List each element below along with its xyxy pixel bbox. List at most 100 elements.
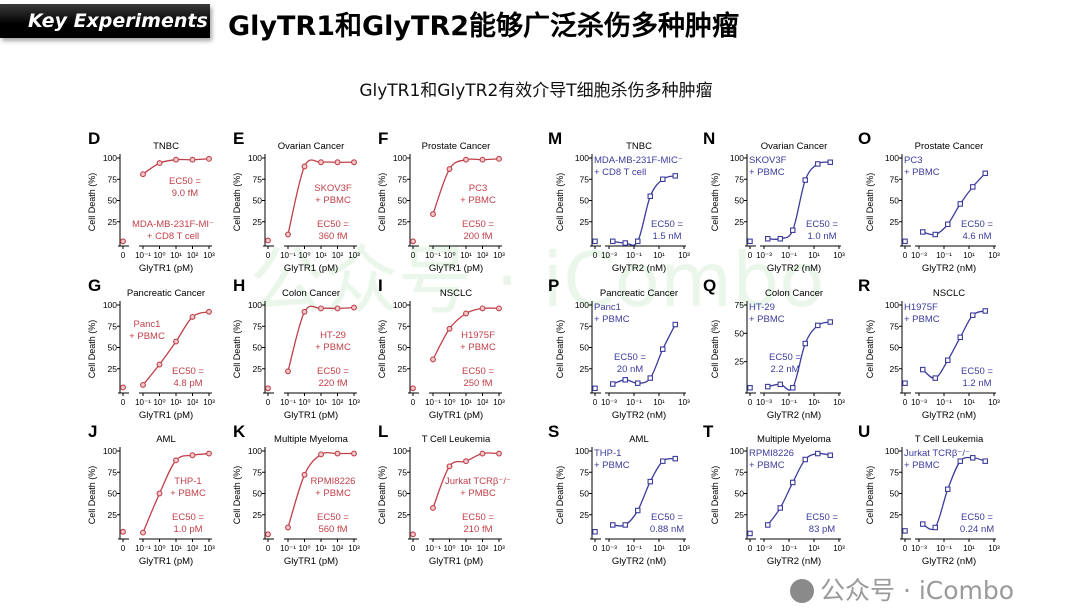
y-tick-label: 100 [885,153,899,163]
y-axis-label: Cell Death (%) [865,173,875,232]
x-tick-label: 0 [593,251,598,260]
data-point [747,384,753,391]
data-point [765,522,771,528]
chart-panel-Q: Q Colon Cancer Cell Death (%) GlyTR2 (nM) 25… [703,276,845,421]
data-point [777,236,784,242]
chart-panel-F: F Prostate Cancer Cell Death (%) GlyTR1 (pM… [377,129,505,274]
y-tick-label: 75 [108,467,118,477]
y-tick-label: 100 [248,300,262,310]
x-tick-label: 10¹ [653,251,665,260]
data-point [622,522,629,528]
data-point [945,221,951,228]
y-axis-label: Cell Death (%) [232,466,242,525]
y-tick-label: 75 [253,174,263,184]
panel-letter: P [548,276,559,295]
x-tick-label: 10⁻³ [911,251,927,260]
x-tick-label: 0 [748,544,753,553]
ec50-value: 1.0 nM [807,231,836,242]
panel-letter: R [858,276,870,295]
effector-label: + PBMC [460,195,496,206]
subtitle-text: GlyTR1和GlyTR2有效介导T细胞杀伤多种肿瘤 [359,81,713,101]
x-tick-label: 10² [332,544,344,553]
y-tick-label: 50 [735,489,745,499]
y-tick-label: 100 [393,300,407,310]
y-tick-label: 50 [580,489,590,499]
x-tick-label: 10¹ [653,544,665,553]
panel-letter: E [233,129,244,148]
y-tick-label: 50 [580,196,590,206]
y-tick-label: 75 [398,321,408,331]
y-axis-label: Cell Death (%) [710,320,720,379]
data-point [957,201,964,207]
x-axis-label: GlyTR2 (nM) [922,263,976,274]
data-point [496,155,502,162]
y-tick-label: 50 [735,196,745,206]
data-point [301,308,308,315]
ec50-value: 20 nM [617,364,643,375]
effector-label: + PBMC [460,342,496,353]
y-axis-label: Cell Death (%) [710,466,720,525]
wechat-logo-icon [790,578,814,603]
x-tick-label: 10³ [203,398,215,407]
chart-title: NSCLC [440,288,472,299]
data-point [463,458,469,465]
x-tick-label: 10³ [348,544,360,553]
cell-line-label: PC3 [904,155,922,166]
data-point [301,163,308,170]
x-tick-label: 10⁻¹ [936,251,952,260]
x-axis-label: GlyTR1 (pM) [429,410,483,421]
data-point [777,381,784,388]
data-point [827,452,834,458]
panel-letter: D [88,129,100,148]
y-axis-label: Cell Death (%) [555,466,565,525]
ec50-value: 4.6 nM [962,231,991,242]
x-axis-label: GlyTR2 (nM) [767,556,821,567]
chart-panel-G: G Pancreatic Cancer Cell Death (%) GlyTR1 (… [87,276,215,421]
data-point [173,457,179,464]
x-tick-label: 10⁻¹ [936,544,952,553]
data-point [351,450,357,457]
data-point [635,380,641,386]
chart-title: TNBC [153,141,179,152]
y-axis-label: Cell Death (%) [377,173,387,232]
data-point [957,458,964,464]
x-tick-label: 10¹ [460,398,472,407]
effector-label: + PBMC [594,314,630,325]
y-tick-label: 100 [393,153,407,163]
data-point [463,310,469,317]
data-point [945,357,951,364]
y-tick-label: 75 [890,321,900,331]
page-subtitle: GlyTR1和GlyTR2有效介导T细胞杀伤多种肿瘤 [0,76,1080,101]
x-tick-label: 10¹ [653,398,665,407]
x-tick-label: 10¹ [460,544,472,553]
chart-panel-T: T Multiple Myeloma Cell Death (%) GlyTR2 (n… [703,422,845,567]
y-tick-label: 25 [398,217,408,227]
chart-title: TNBC [626,141,652,152]
y-axis-label: Cell Death (%) [710,173,720,232]
data-point [140,171,146,178]
x-tick-label: 10⁰ [443,544,455,553]
y-tick-label: 25 [108,510,118,520]
x-tick-label: 0 [266,251,271,260]
section-tag-label: Key Experiments [28,10,208,32]
x-tick-label: 10¹ [170,251,182,260]
panel-letter: L [378,422,388,441]
x-tick-label: 10⁻³ [756,251,772,260]
ec50-label: EC50 = [169,176,201,187]
x-axis-label: GlyTR1 (pM) [139,556,193,567]
x-tick-label: 10⁻¹ [135,398,151,407]
chart-panel-D: D TNBC Cell Death (%) GlyTR1 (pM) 25 50 75 100 0… [87,129,215,274]
y-tick-label: 75 [108,174,118,184]
ec50-label: EC50 = [317,219,349,230]
data-point [635,507,641,514]
data-point [592,238,598,245]
effector-label: + PBMC [315,195,351,206]
cell-line-label: H1975F [904,302,938,313]
y-tick-label: 25 [253,510,263,520]
x-tick-label: 10⁻¹ [425,251,441,260]
x-tick-label: 10¹ [963,251,975,260]
data-point [610,522,616,528]
x-tick-label: 0 [411,544,416,553]
y-tick-label: 25 [398,364,408,374]
x-tick-label: 10³ [678,398,690,407]
